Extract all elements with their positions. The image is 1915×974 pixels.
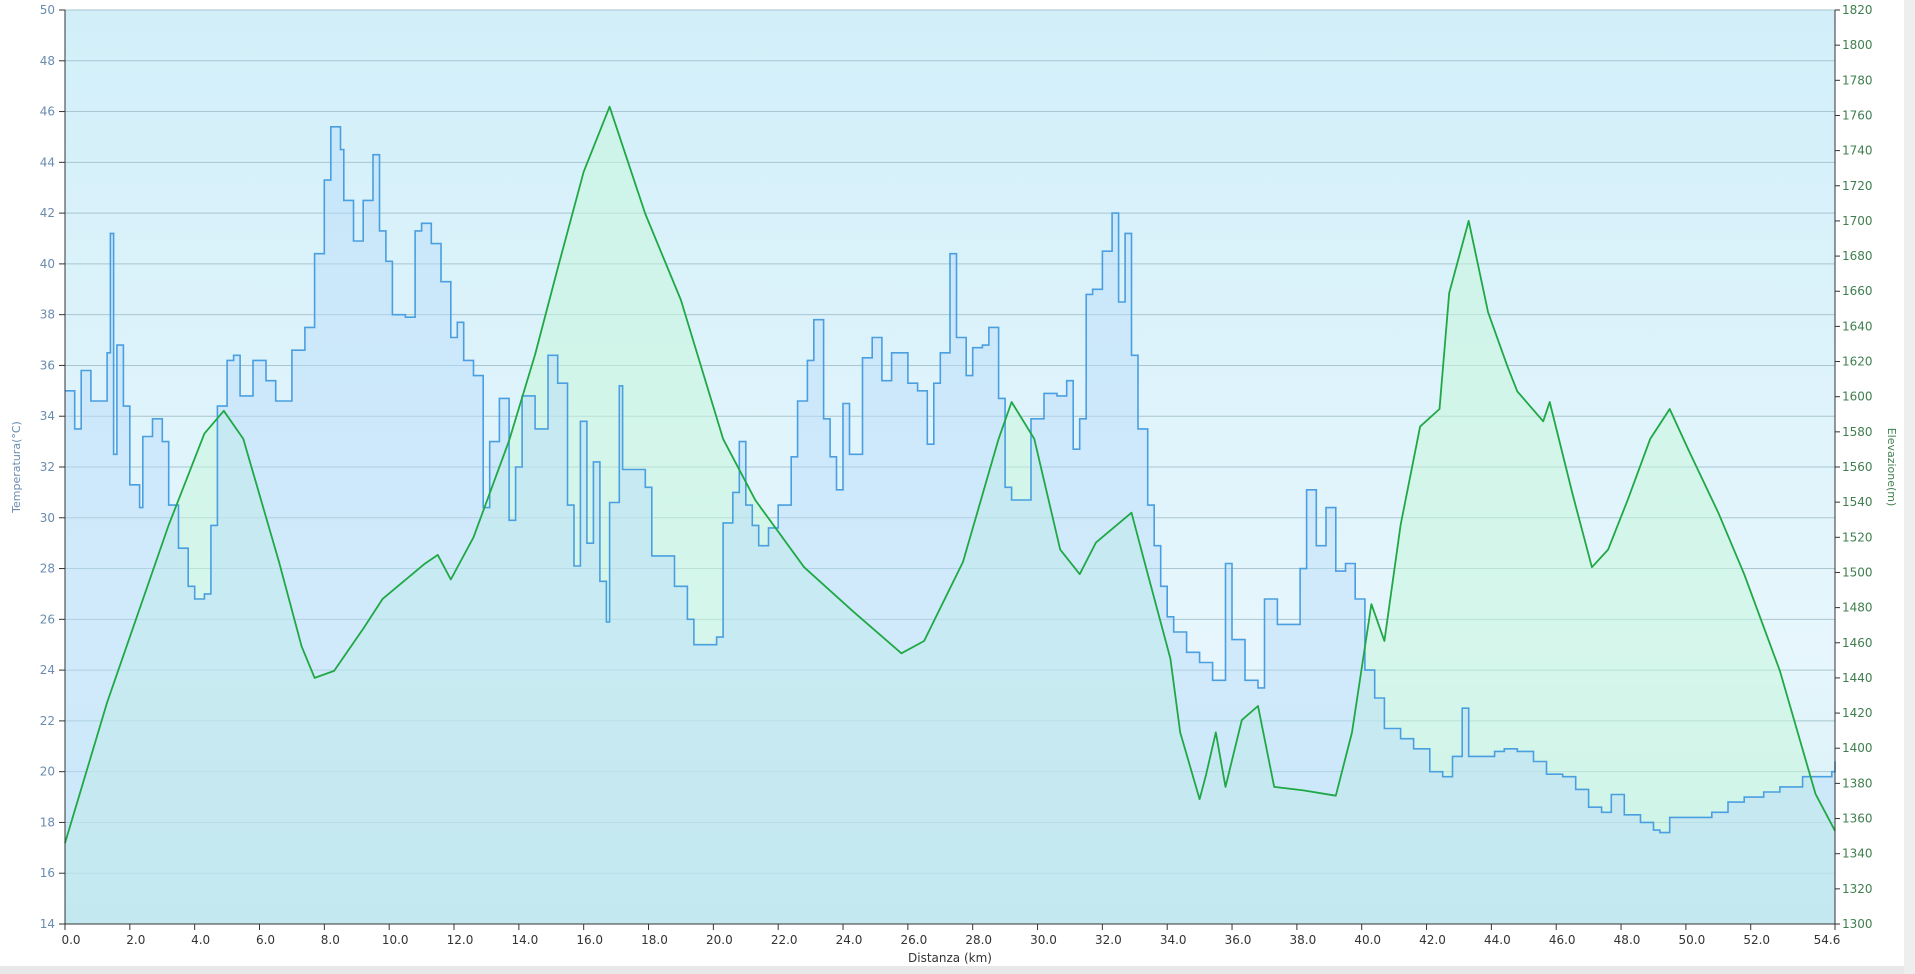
right-tick-label: 1480 [1842, 601, 1873, 615]
right-tick-label: 1380 [1842, 776, 1873, 790]
x-tick-label: 30.0 [1030, 933, 1057, 947]
x-tick-label: 54.6 [1814, 933, 1841, 947]
series-areas [64, 105, 1836, 925]
x-tick-label: 12.0 [447, 933, 474, 947]
x-tick-label: 4.0 [191, 933, 210, 947]
right-tick-label: 1780 [1842, 73, 1873, 87]
left-tick-label: 34 [40, 409, 55, 423]
x-tick-label: 22.0 [771, 933, 798, 947]
x-tick-label: 36.0 [1225, 933, 1252, 947]
right-tick-label: 1660 [1842, 284, 1873, 298]
x-tick-label: 8.0 [321, 933, 340, 947]
x-tick-label: 52.0 [1743, 933, 1770, 947]
x-tick-label: 28.0 [965, 933, 992, 947]
left-tick-label: 50 [40, 3, 55, 17]
x-tick-label: 26.0 [900, 933, 927, 947]
side-panel-edge [1904, 0, 1915, 974]
right-tick-label: 1740 [1842, 144, 1873, 158]
right-tick-label: 1340 [1842, 847, 1873, 861]
left-tick-label: 46 [40, 105, 55, 119]
right-tick-label: 1560 [1842, 460, 1873, 474]
right-tick-label: 1600 [1842, 390, 1873, 404]
left-tick-label: 40 [40, 257, 55, 271]
left-tick-label: 48 [40, 54, 55, 68]
right-tick-label: 1440 [1842, 671, 1873, 685]
right-tick-label: 1540 [1842, 495, 1873, 509]
axes [59, 9, 1840, 930]
right-tick-label: 1820 [1842, 3, 1873, 17]
right-tick-label: 1580 [1842, 425, 1873, 439]
right-tick-label: 1760 [1842, 108, 1873, 122]
left-tick-label: 44 [40, 155, 55, 169]
right-tick-label: 1500 [1842, 565, 1873, 579]
x-tick-label: 50.0 [1679, 933, 1706, 947]
right-tick-label: 1420 [1842, 706, 1873, 720]
left-tick-label: 36 [40, 358, 55, 372]
x-tick-label: 40.0 [1354, 933, 1381, 947]
elevation-line [64, 105, 1836, 844]
x-tick-label: 34.0 [1160, 933, 1187, 947]
x-tick-label: 16.0 [576, 933, 603, 947]
x-tick-label: 48.0 [1614, 933, 1641, 947]
x-tick-label: 0.0 [61, 933, 80, 947]
left-tick-label: 24 [40, 663, 55, 677]
left-axis-title: Temperatura(°C) [10, 421, 23, 514]
x-tick-label: 44.0 [1484, 933, 1511, 947]
x-tick-label: 42.0 [1419, 933, 1446, 947]
right-tick-label: 1360 [1842, 812, 1873, 826]
x-axis-title: Distanza (km) [908, 951, 992, 965]
x-tick-label: 32.0 [1095, 933, 1122, 947]
tick-labels: 1416182022242628303234363840424446485013… [40, 3, 1873, 947]
left-tick-label: 18 [40, 815, 55, 829]
right-tick-label: 1320 [1842, 882, 1873, 896]
left-tick-label: 28 [40, 562, 55, 576]
left-tick-label: 30 [40, 511, 55, 525]
x-tick-label: 6.0 [256, 933, 275, 947]
left-tick-label: 42 [40, 206, 55, 220]
right-axis-title: Elevazione(m) [1885, 428, 1898, 507]
right-tick-label: 1720 [1842, 179, 1873, 193]
bottom-scrollbar [0, 966, 1915, 974]
temperature-area [65, 126, 1835, 925]
right-tick-label: 1620 [1842, 355, 1873, 369]
right-tick-label: 1700 [1842, 214, 1873, 228]
right-tick-label: 1800 [1842, 38, 1873, 52]
x-tick-label: 20.0 [706, 933, 733, 947]
left-tick-label: 22 [40, 714, 55, 728]
right-tick-label: 1400 [1842, 741, 1873, 755]
left-tick-label: 32 [40, 460, 55, 474]
left-tick-label: 26 [40, 612, 55, 626]
left-tick-label: 38 [40, 308, 55, 322]
x-tick-label: 38.0 [1290, 933, 1317, 947]
right-tick-label: 1460 [1842, 636, 1873, 650]
right-tick-label: 1520 [1842, 530, 1873, 544]
left-tick-label: 20 [40, 765, 55, 779]
x-tick-label: 18.0 [641, 933, 668, 947]
temperature-line [65, 126, 1836, 834]
right-tick-label: 1680 [1842, 249, 1873, 263]
x-tick-label: 46.0 [1549, 933, 1576, 947]
elevation-area [65, 106, 1835, 924]
right-tick-label: 1640 [1842, 319, 1873, 333]
x-tick-label: 24.0 [836, 933, 863, 947]
right-tick-label: 1300 [1842, 917, 1873, 931]
left-tick-label: 14 [40, 917, 55, 931]
left-tick-label: 16 [40, 866, 55, 880]
x-tick-label: 14.0 [511, 933, 538, 947]
x-tick-label: 10.0 [382, 933, 409, 947]
x-tick-label: 2.0 [126, 933, 145, 947]
